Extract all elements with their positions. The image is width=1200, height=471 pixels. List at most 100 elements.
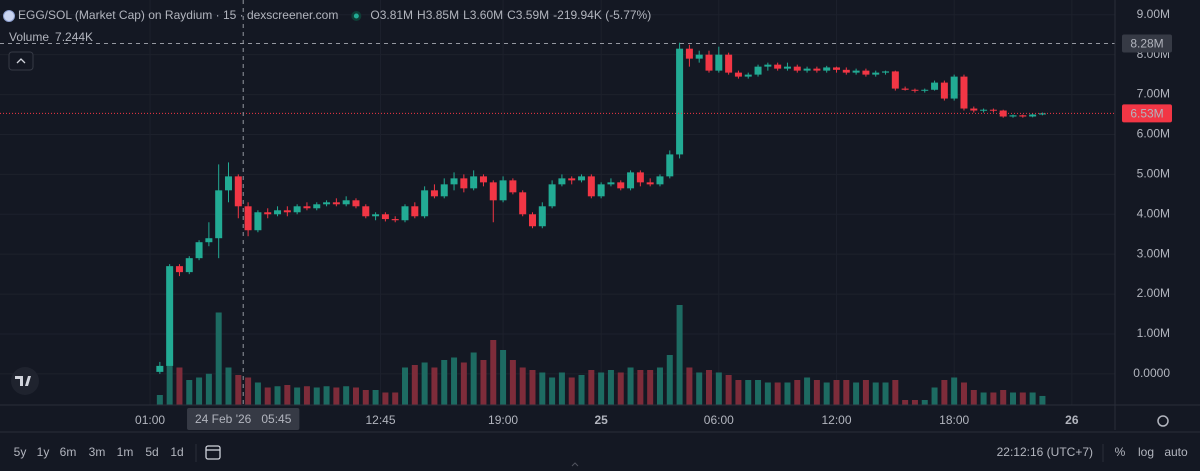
candle-body — [421, 190, 429, 217]
volume-bar — [509, 360, 516, 405]
candle-body — [166, 266, 174, 366]
candle-body — [646, 182, 654, 185]
volume-bar — [156, 395, 163, 405]
volume-bar — [784, 382, 791, 405]
candle-body — [950, 76, 958, 99]
candle-body — [293, 206, 301, 213]
volume-bar — [607, 370, 614, 405]
candle-body — [921, 89, 929, 91]
volume-bar — [931, 387, 938, 405]
volume-bar — [264, 387, 271, 405]
y-tick-label: 1.00M — [1137, 326, 1170, 340]
range-button[interactable]: 5d — [145, 445, 158, 459]
candle-body — [587, 176, 595, 197]
candle-body — [852, 70, 860, 73]
candle-body — [783, 66, 791, 69]
range-button[interactable]: 1m — [117, 445, 134, 459]
volume-bar — [235, 375, 242, 405]
volume-bar — [529, 370, 536, 405]
volume-bar — [970, 390, 977, 405]
crosshair-date: 24 Feb '26 — [195, 412, 252, 426]
candle-body — [224, 176, 232, 191]
y-tick-label: 6.00M — [1137, 127, 1170, 141]
x-tick-label: 12:00 — [821, 413, 851, 427]
range-button[interactable]: 3m — [89, 445, 106, 459]
candle-body — [764, 64, 772, 67]
candle-body — [774, 64, 782, 69]
last-price-label: 6.53M — [1130, 106, 1163, 120]
candle-body — [352, 200, 360, 207]
volume-bar — [176, 367, 183, 405]
calendar-icon[interactable] — [205, 445, 221, 460]
candle-body — [323, 202, 331, 205]
volume-bar — [715, 372, 722, 405]
x-tick-label: 12:45 — [365, 413, 395, 427]
volume-bar — [441, 360, 448, 405]
y-tick-label: 7.00M — [1137, 87, 1170, 101]
candle-body — [607, 182, 615, 185]
volume-bar — [853, 382, 860, 405]
range-button[interactable]: 6m — [60, 445, 77, 459]
volume-bar — [402, 367, 409, 405]
volume-bar — [735, 380, 742, 405]
x-tick-label: 01:00 — [135, 413, 165, 427]
volume-bar — [490, 340, 497, 405]
candle-body — [1009, 115, 1017, 117]
range-button[interactable]: 1y — [37, 445, 50, 459]
candle-body — [195, 242, 203, 259]
volume-bar — [1010, 392, 1017, 405]
collapse-icon — [16, 58, 26, 64]
candle-body — [440, 184, 448, 197]
scale-option[interactable]: log — [1138, 445, 1154, 459]
candle-body — [489, 182, 497, 201]
candle-body — [372, 214, 380, 217]
range-button[interactable]: 1d — [170, 445, 183, 459]
candle-body — [185, 258, 193, 273]
volume-bar — [696, 372, 703, 405]
legend-value: 3.60M — [470, 8, 503, 22]
volume-bar — [921, 400, 928, 405]
volume-bar — [362, 390, 369, 405]
candle-body — [842, 69, 850, 73]
y-tick-label: 3.00M — [1137, 246, 1170, 260]
candle-body — [528, 214, 536, 227]
scale-option[interactable]: % — [1115, 445, 1126, 459]
volume-bar — [539, 372, 546, 405]
candle-body — [430, 190, 438, 197]
candle-body — [274, 210, 282, 215]
x-tick-label: 18:00 — [939, 413, 969, 427]
volume-bar — [451, 357, 458, 405]
volume-bar — [843, 380, 850, 405]
settings-icon[interactable] — [1157, 415, 1169, 427]
candle-body — [627, 172, 635, 189]
x-tick-label: 26 — [1065, 413, 1079, 427]
candle-body — [901, 88, 909, 90]
volume-bar — [333, 387, 340, 405]
crosshair-time-box — [187, 408, 300, 430]
volume-bar — [725, 375, 732, 405]
clock: 22:12:16 (UTC+7) — [997, 445, 1093, 459]
volume-bar — [274, 386, 281, 405]
volume-bar — [205, 373, 212, 405]
candle-body — [695, 54, 703, 59]
range-button[interactable]: 5y — [14, 445, 27, 459]
volume-bar — [764, 382, 771, 405]
candle-body — [989, 109, 997, 111]
volume-bar — [804, 377, 811, 405]
volume-bar — [656, 367, 663, 405]
candle-body — [754, 66, 762, 75]
candle-body — [725, 54, 733, 73]
volume-bar — [431, 367, 438, 405]
candle-body — [734, 72, 742, 77]
candle-body — [803, 68, 811, 71]
legend-key: C — [507, 8, 516, 22]
collapse-button[interactable] — [8, 51, 34, 71]
candle-body — [676, 48, 684, 155]
scale-option[interactable]: auto — [1164, 445, 1188, 459]
candle-body — [254, 212, 262, 231]
volume-name: Volume — [9, 30, 49, 44]
candle-body — [362, 206, 370, 217]
volume-bar — [588, 370, 595, 405]
volume-bar — [862, 380, 869, 405]
volume-bar — [519, 367, 526, 405]
